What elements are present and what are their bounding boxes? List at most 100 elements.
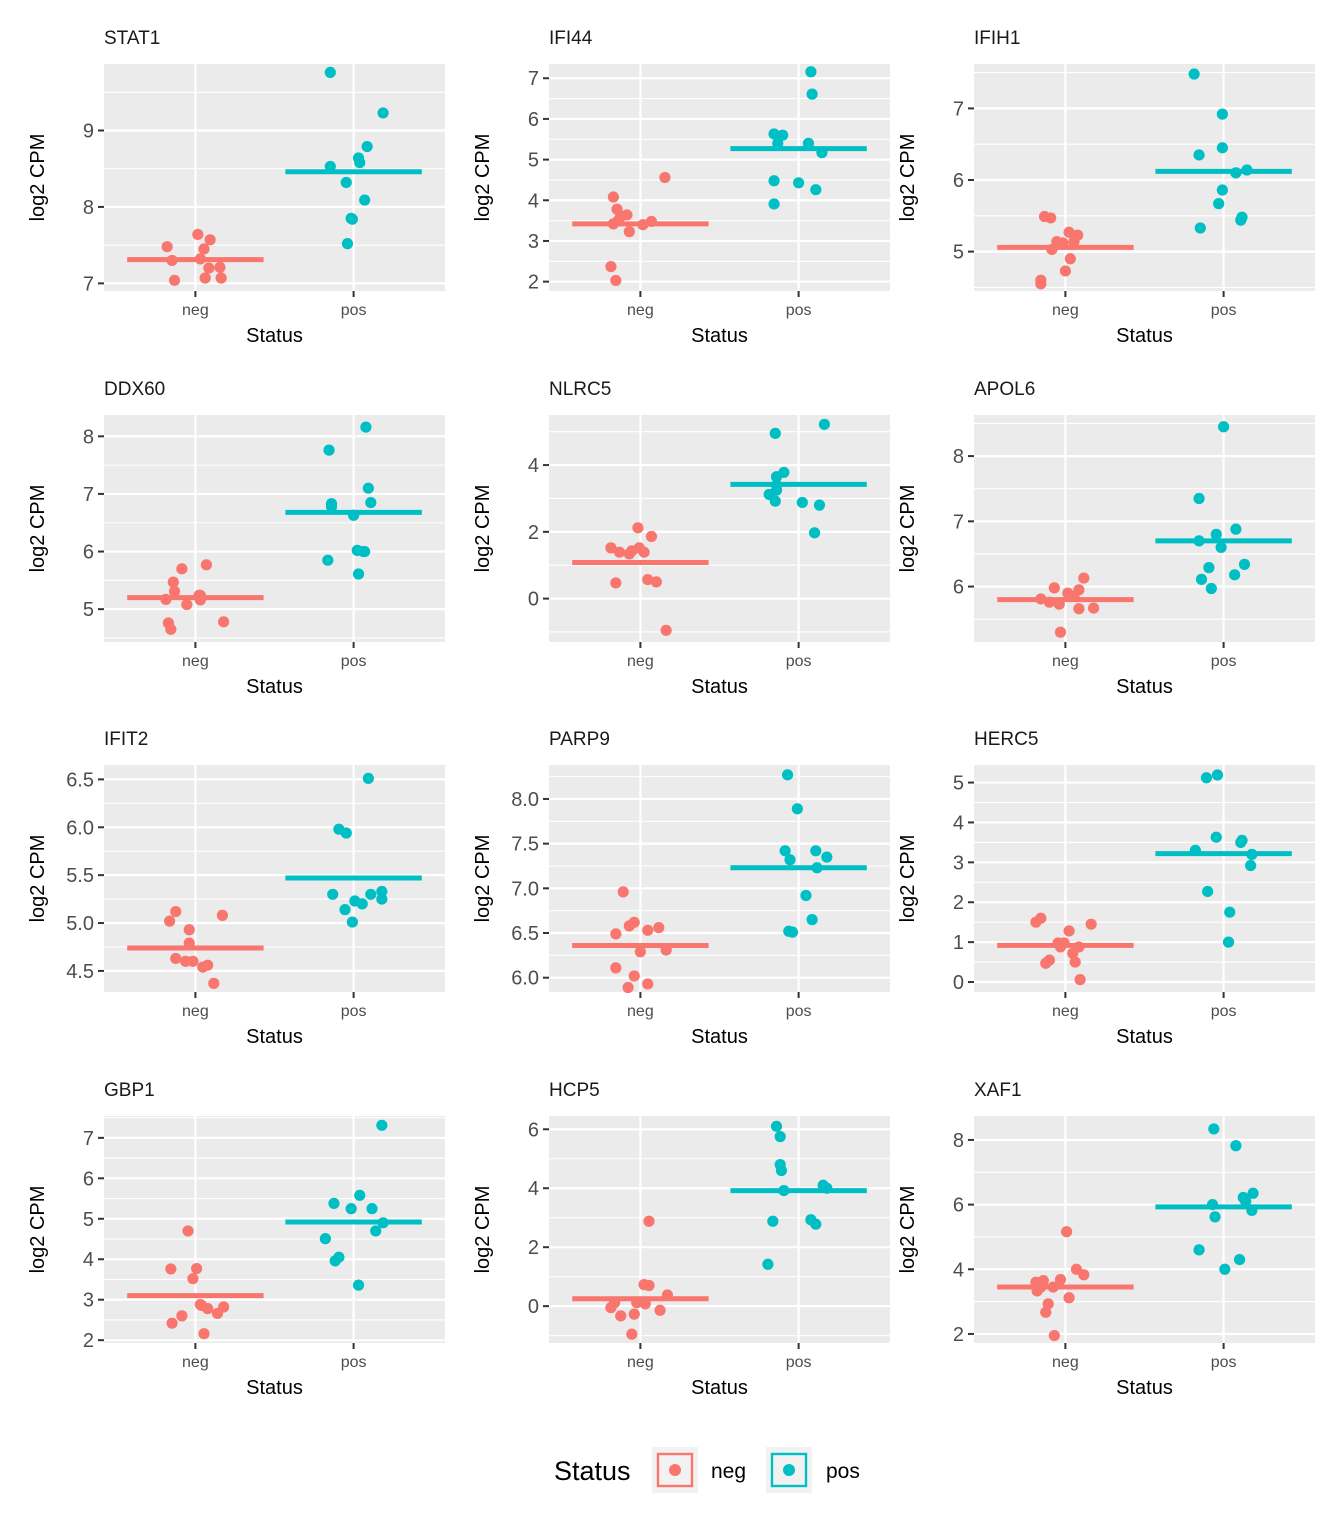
x-axis-title: Status bbox=[246, 676, 303, 698]
data-point-neg bbox=[643, 1215, 655, 1227]
panel-background bbox=[549, 64, 890, 291]
data-point-neg bbox=[166, 1317, 178, 1329]
data-point-neg bbox=[199, 272, 211, 284]
data-point-neg bbox=[639, 1298, 651, 1310]
data-point-pos bbox=[1240, 1195, 1252, 1207]
data-point-neg bbox=[1061, 1226, 1073, 1238]
facet-apol6: APOL6 6 7 8 neg pos Status log2 CPM bbox=[897, 379, 1315, 698]
x-tick-label: pos bbox=[786, 302, 812, 319]
data-point-neg bbox=[187, 955, 199, 967]
legend-key-neg[interactable]: neg bbox=[652, 1447, 746, 1493]
x-tick-label: pos bbox=[1211, 1003, 1237, 1020]
data-point-pos bbox=[328, 1197, 340, 1210]
x-tick-label: neg bbox=[627, 1354, 654, 1371]
facet-title: STAT1 bbox=[104, 28, 160, 49]
facet-ifih1: IFIH1 5 6 7 neg pos Status log2 CPM bbox=[897, 28, 1315, 347]
y-tick-label: 6 bbox=[953, 170, 964, 192]
data-point-pos bbox=[1216, 184, 1228, 196]
data-point-neg bbox=[610, 577, 622, 589]
x-tick-label: pos bbox=[1211, 653, 1237, 670]
data-point-pos bbox=[774, 1131, 786, 1143]
data-point-pos bbox=[376, 885, 388, 898]
panel-background bbox=[549, 415, 890, 642]
legend-key-pos[interactable]: pos bbox=[766, 1447, 860, 1493]
data-point-neg bbox=[1043, 954, 1056, 966]
data-point-neg bbox=[176, 1310, 188, 1322]
y-tick-label: 2 bbox=[528, 272, 539, 294]
y-axis-title: log2 CPM bbox=[27, 835, 49, 923]
data-point-neg bbox=[660, 624, 672, 636]
panel-background bbox=[974, 765, 1315, 992]
data-point-pos bbox=[1193, 149, 1205, 161]
data-point-pos bbox=[1193, 492, 1205, 505]
data-point-neg bbox=[1078, 572, 1090, 584]
x-axis-title: Status bbox=[246, 325, 303, 347]
y-tick-label: 7 bbox=[528, 68, 539, 90]
data-point-neg bbox=[642, 573, 654, 586]
data-point-neg bbox=[170, 952, 182, 965]
data-point-neg bbox=[198, 1328, 210, 1340]
facet-title: XAF1 bbox=[974, 1080, 1022, 1101]
data-point-pos bbox=[784, 854, 796, 866]
facet-title: IFIH1 bbox=[974, 28, 1020, 49]
data-point-pos bbox=[767, 1215, 779, 1227]
data-point-pos bbox=[793, 177, 805, 189]
data-point-pos bbox=[324, 160, 336, 173]
data-point-neg bbox=[617, 886, 629, 898]
x-tick-label: pos bbox=[786, 653, 812, 670]
data-point-pos bbox=[359, 545, 371, 558]
data-point-neg bbox=[1073, 941, 1085, 953]
data-point-pos bbox=[1202, 885, 1214, 898]
data-point-neg bbox=[176, 563, 188, 575]
data-point-neg bbox=[160, 593, 172, 605]
y-axis-title: log2 CPM bbox=[27, 1186, 49, 1274]
facet-stat1: STAT1 7 8 9 neg pos Status log2 CPM bbox=[27, 28, 445, 347]
data-point-neg bbox=[1063, 1292, 1075, 1304]
y-axis-title: log2 CPM bbox=[472, 485, 494, 573]
data-point-neg bbox=[1072, 229, 1084, 241]
y-tick-label: 5 bbox=[953, 773, 964, 795]
x-tick-label: neg bbox=[182, 1354, 209, 1371]
data-point-neg bbox=[203, 262, 215, 274]
data-point-neg bbox=[204, 234, 216, 246]
data-point-neg bbox=[659, 171, 671, 184]
data-point-pos bbox=[361, 140, 373, 153]
facet-title: IFI44 bbox=[549, 28, 593, 49]
data-point-neg bbox=[650, 576, 662, 588]
data-point-pos bbox=[1236, 834, 1248, 847]
data-point-neg bbox=[168, 585, 181, 597]
data-point-pos bbox=[768, 198, 780, 210]
data-point-neg bbox=[1053, 598, 1065, 610]
x-axis-title: Status bbox=[246, 1377, 303, 1399]
panel-background bbox=[974, 64, 1315, 291]
data-point-pos bbox=[779, 845, 791, 857]
data-point-pos bbox=[340, 827, 352, 839]
data-point-neg bbox=[1069, 956, 1081, 968]
panel-background bbox=[974, 415, 1315, 642]
facet-panels: STAT1 7 8 9 neg pos Status log2 CPM IFI44 2 3 4 5 6 7 n… bbox=[27, 28, 1315, 1399]
y-tick-label: 0 bbox=[528, 1296, 539, 1318]
data-point-pos bbox=[362, 482, 374, 494]
data-point-neg bbox=[1054, 1274, 1067, 1286]
y-tick-label: 1 bbox=[953, 932, 964, 954]
data-point-pos bbox=[1233, 1253, 1246, 1266]
data-point-neg bbox=[643, 1279, 655, 1292]
data-point-neg bbox=[183, 937, 195, 949]
facet-title: IFIT2 bbox=[104, 729, 148, 750]
data-point-pos bbox=[1206, 1199, 1219, 1211]
x-axis-title: Status bbox=[1116, 325, 1173, 347]
x-axis-title: Status bbox=[691, 325, 748, 347]
y-tick-label: 2 bbox=[528, 522, 539, 544]
data-point-neg bbox=[631, 1297, 643, 1309]
data-point-pos bbox=[356, 898, 368, 910]
x-tick-label: neg bbox=[627, 302, 654, 319]
data-point-pos bbox=[322, 554, 334, 566]
y-tick-label: 4 bbox=[83, 1249, 94, 1271]
data-point-neg bbox=[1035, 593, 1047, 605]
data-point-pos bbox=[1188, 68, 1200, 80]
data-point-neg bbox=[164, 915, 176, 927]
data-point-pos bbox=[362, 772, 374, 785]
facet-ifi44: IFI44 2 3 4 5 6 7 neg pos Status log2 CPM bbox=[472, 28, 890, 347]
y-axis-title: log2 CPM bbox=[27, 485, 49, 573]
data-point-neg bbox=[1074, 974, 1086, 986]
